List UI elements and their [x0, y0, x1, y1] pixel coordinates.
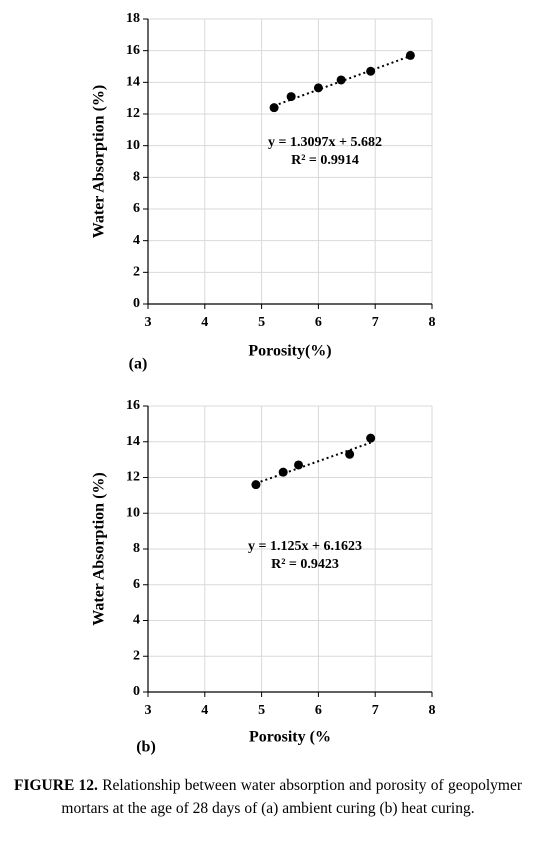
y-tick-label: 6	[133, 577, 140, 592]
trend-r2: R² = 0.9914	[291, 153, 359, 168]
trendline	[255, 441, 371, 485]
y-tick-label: 14	[126, 75, 140, 90]
point	[269, 103, 279, 113]
point	[294, 460, 304, 470]
y-tick-label: 14	[126, 434, 140, 449]
y-tick-label: 4	[133, 613, 140, 628]
x-tick-label: 7	[372, 315, 379, 330]
x-tick-label: 7	[372, 703, 379, 718]
y-axis-title: Water Absorption (%)	[91, 85, 108, 238]
x-tick-label: 6	[315, 703, 322, 718]
caption-label: FIGURE 12.	[14, 777, 98, 794]
y-tick-label: 16	[126, 398, 140, 413]
x-axis-title: Porosity(%)	[248, 343, 331, 360]
point	[405, 50, 415, 60]
panel-label: (a)	[129, 356, 148, 373]
point	[278, 467, 288, 477]
x-tick-label: 8	[429, 703, 436, 718]
x-tick-label: 3	[145, 315, 152, 330]
figure: 0 2 4 6 8 10 12 14 16 18 3 4 5 6 7 8 Water Absorption (%…	[91, 11, 436, 756]
trend-equation: y = 1.125x + 6.1623	[248, 539, 362, 554]
point	[286, 92, 296, 102]
y-tick-label: 0	[133, 296, 140, 311]
y-tick-label: 10	[126, 138, 140, 153]
x-tick-label: 8	[429, 315, 436, 330]
y-axis-title: Water Absorption (%)	[91, 472, 108, 625]
y-tick-label: 2	[133, 265, 140, 280]
point	[366, 66, 376, 76]
x-tick-label: 6	[315, 315, 322, 330]
y-tick-label: 12	[126, 470, 140, 485]
y-tick-label: 4	[133, 233, 140, 248]
x-tick-label: 5	[258, 315, 265, 330]
y-tick-label: 12	[126, 106, 140, 121]
y-tick-label: 16	[126, 43, 140, 58]
y-tick-label: 8	[133, 170, 140, 185]
y-tick-label: 18	[126, 11, 140, 26]
point	[366, 433, 376, 443]
panel-label: (b)	[136, 739, 156, 756]
x-tick-label: 4	[201, 315, 208, 330]
y-tick-label: 0	[133, 684, 140, 699]
x-tick-label: 5	[258, 703, 265, 718]
trend-equation: y = 1.3097x + 5.682	[268, 135, 382, 150]
point	[313, 83, 323, 93]
y-tick-label: 10	[126, 505, 140, 520]
trendline	[273, 55, 411, 107]
caption-text: Relationship between water absorption an…	[61, 777, 522, 817]
y-tick-label: 2	[133, 648, 140, 663]
point	[345, 449, 355, 459]
x-tick-label: 3	[145, 703, 152, 718]
x-tick-label: 4	[201, 703, 208, 718]
point	[336, 75, 346, 85]
point	[251, 480, 261, 490]
trend-r2: R² = 0.9423	[271, 557, 339, 572]
y-tick-label: 8	[133, 541, 140, 556]
caption: FIGURE 12. Relationship between water ab…	[14, 774, 522, 820]
y-tick-label: 6	[133, 201, 140, 216]
x-axis-title: Porosity (%	[249, 729, 331, 746]
